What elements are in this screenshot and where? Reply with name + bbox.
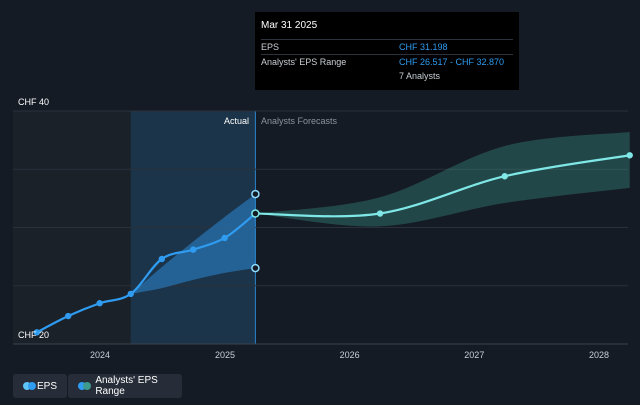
tooltip-row-eps: EPS CHF 31.198 (261, 39, 513, 54)
actual-eps-range-band (130, 194, 256, 294)
eps-forecast-point (626, 152, 633, 159)
legend-item-eps[interactable]: EPS (13, 374, 67, 398)
eps-forecast-point (501, 173, 508, 180)
tooltip-row-range: Analysts' EPS Range CHF 26.517 - CHF 32.… (261, 54, 513, 69)
range-high-point (251, 189, 260, 199)
x-tick-label: 2024 (90, 350, 110, 360)
x-tick-label: 2028 (589, 350, 609, 360)
tooltip-row-analysts: 7 Analysts (261, 69, 513, 83)
legend-range-label: Analysts' EPS Range (95, 375, 158, 397)
eps-point (96, 300, 103, 307)
tooltip-date: Mar 31 2025 (261, 20, 318, 31)
eps-point (33, 329, 41, 336)
eps-forecast-line (255, 154, 630, 218)
tooltip-analysts-count: 7 Analysts (399, 71, 441, 81)
eps-point (127, 290, 134, 298)
eps-current-point (251, 209, 260, 218)
hover-tooltip: Mar 31 2025 EPS CHF 31.198 Analysts' EPS… (255, 12, 519, 90)
legend-eps-label: EPS (36, 380, 57, 392)
x-tick-label: 2027 (464, 350, 484, 360)
tooltip-range-label: Analysts' EPS Range (261, 57, 347, 67)
eps-forecast-point (376, 210, 384, 217)
x-tick-label: 2025 (215, 350, 235, 360)
tooltip-analysts-spacer (261, 69, 399, 83)
tooltip-eps-value: CHF 31.198 (399, 42, 448, 52)
eps-legend-icon (23, 382, 36, 390)
tooltip-range-value: CHF 26.517 - CHF 32.870 (399, 57, 505, 67)
eps-point (190, 246, 197, 253)
x-tick-label: 2026 (340, 350, 360, 360)
y-axis-top-label: CHF 40 (18, 97, 49, 107)
y-axis-bottom-label: CHF 20 (18, 330, 49, 340)
tooltip-eps-label: EPS (261, 42, 280, 52)
legend-item-range[interactable]: Analysts' EPS Range (68, 374, 182, 398)
eps-point (158, 255, 166, 263)
eps-point (221, 234, 228, 242)
forecast-eps-range-band (255, 131, 630, 227)
range-legend-icon (78, 382, 91, 390)
actual-label: Actual (224, 116, 249, 126)
forecast-label: Analysts Forecasts (261, 116, 338, 126)
eps-point (65, 312, 72, 320)
range-low-point (251, 263, 260, 273)
